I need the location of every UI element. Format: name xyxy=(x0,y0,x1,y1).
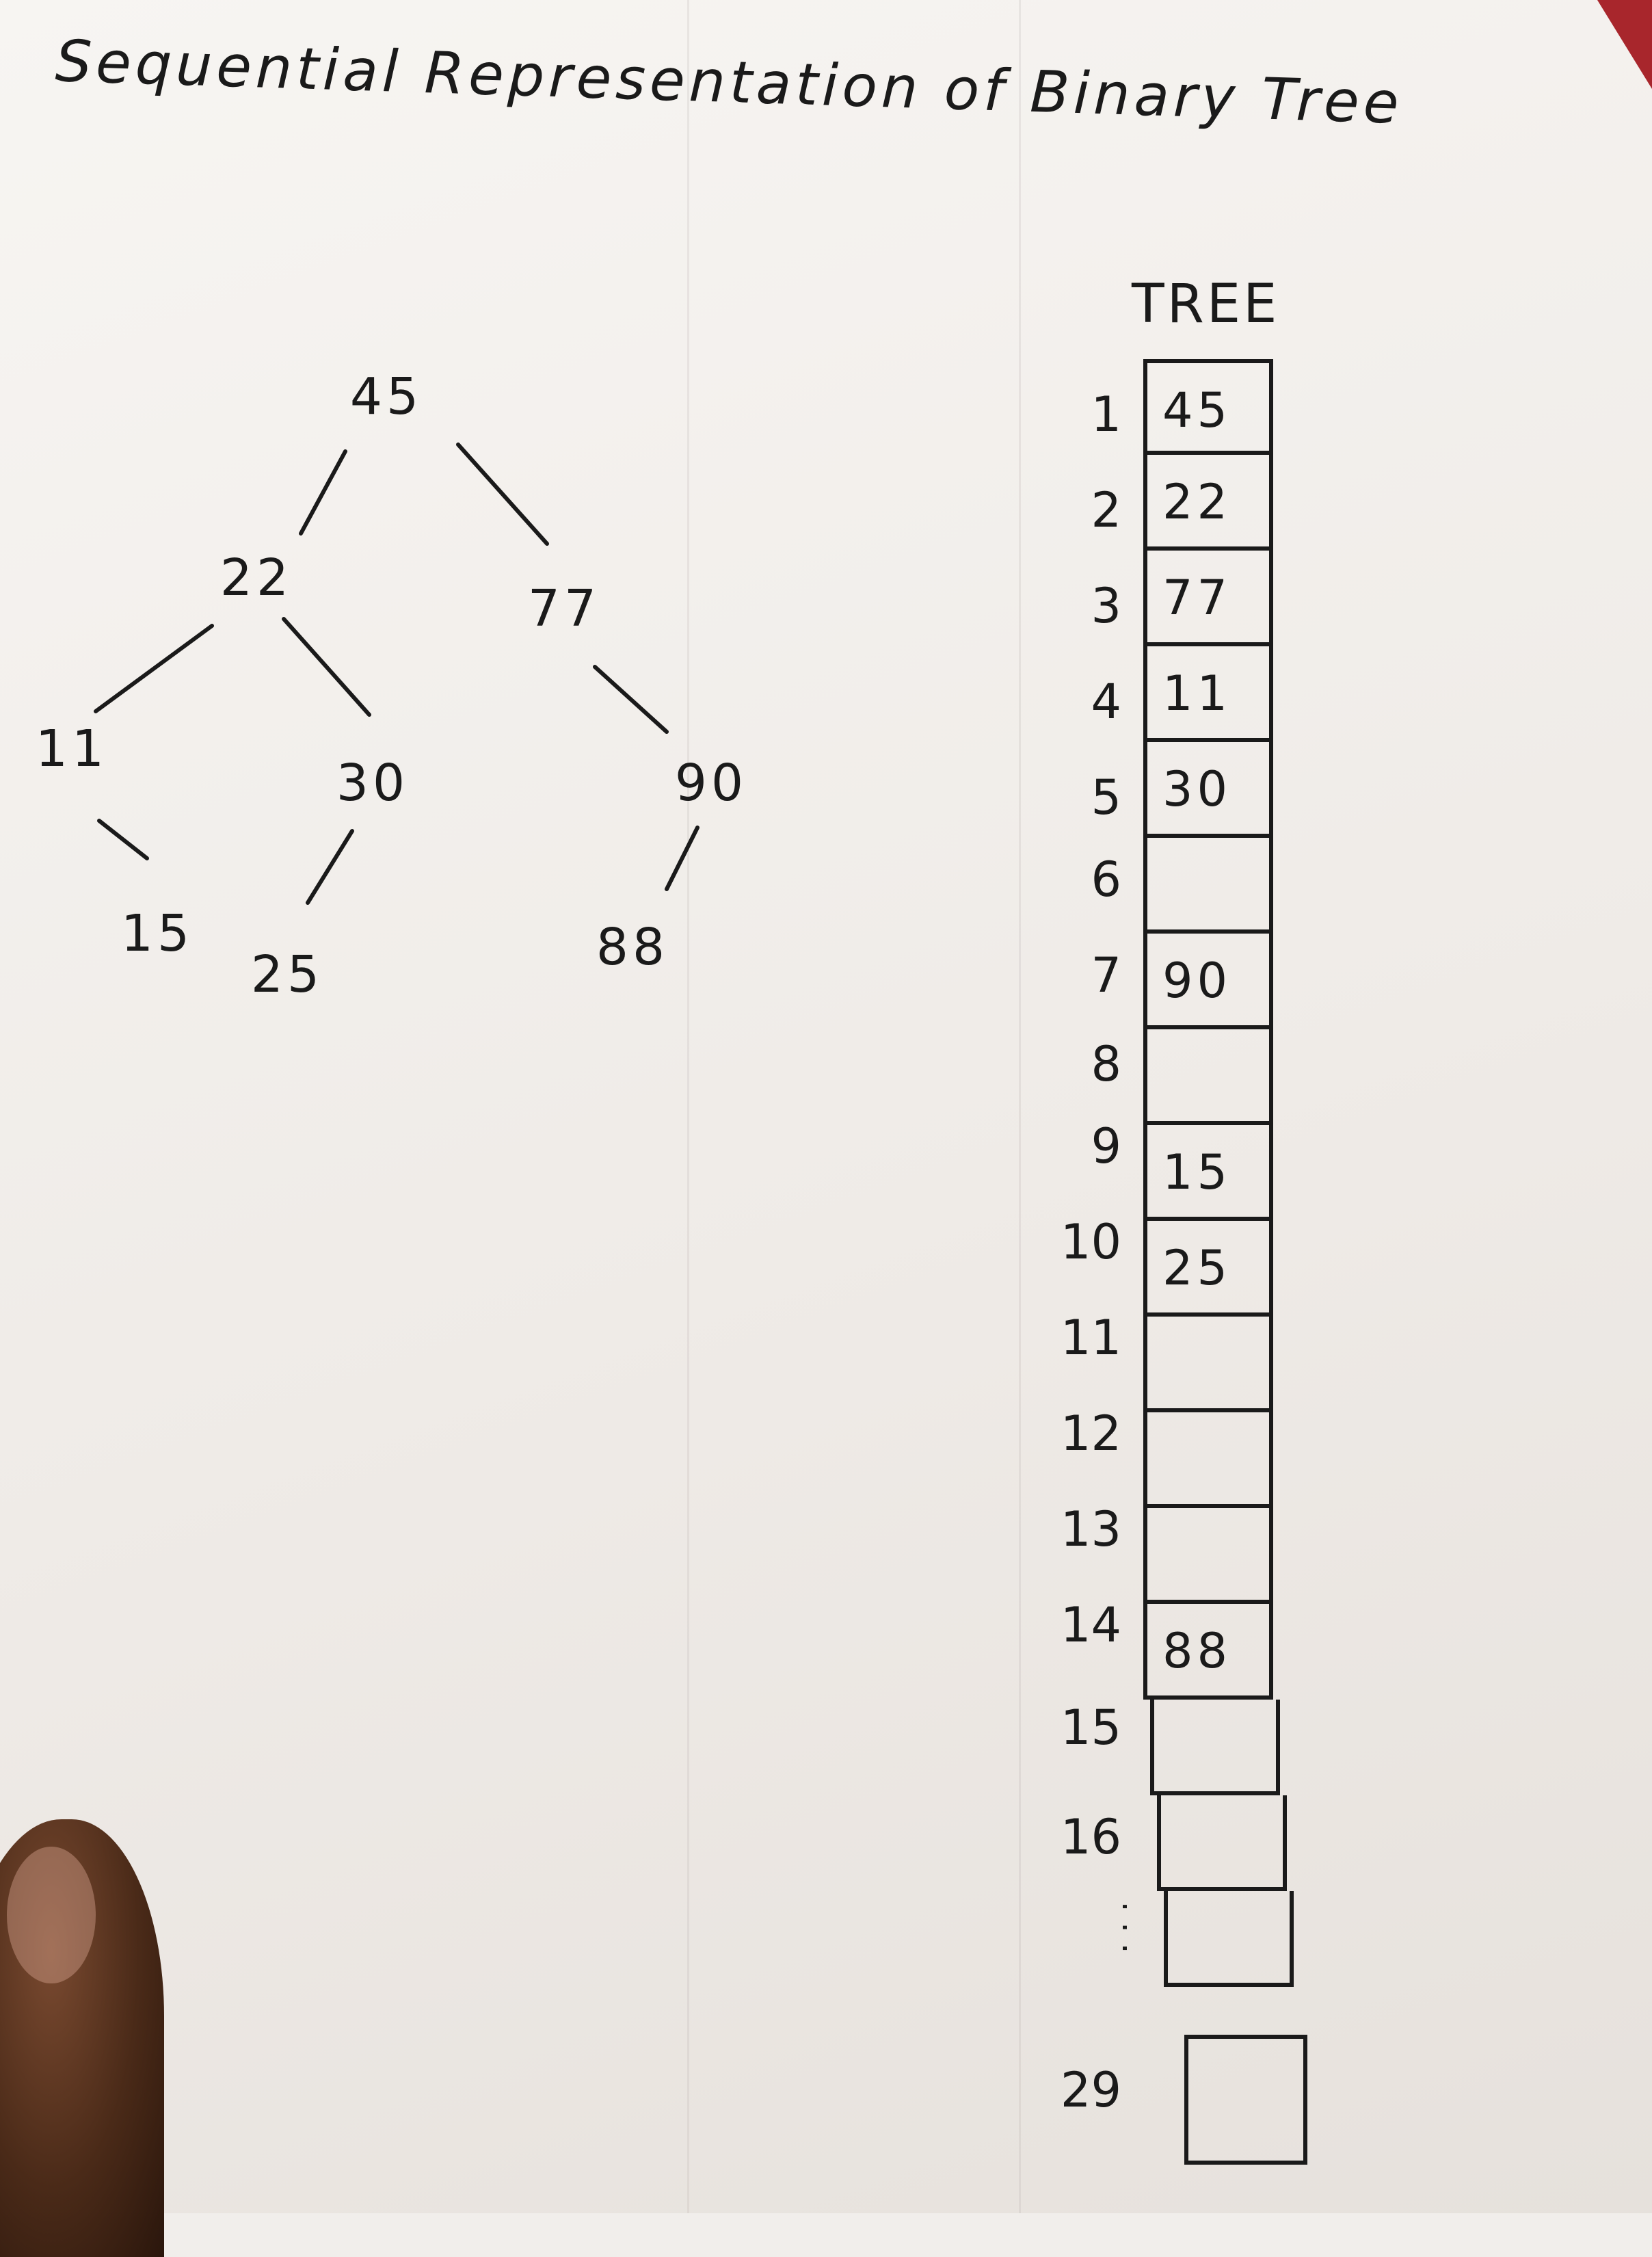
array-index: 9 xyxy=(1091,1118,1121,1174)
array-index: 10 xyxy=(1060,1214,1121,1270)
tree-node: 25 xyxy=(250,945,324,1004)
array-cell: 11 xyxy=(1143,646,1273,742)
array-cell xyxy=(1157,1795,1287,1891)
array-cell xyxy=(1143,1508,1273,1604)
array-index: 3 xyxy=(1091,578,1121,634)
array-index: 8 xyxy=(1091,1036,1121,1092)
array-index: 12 xyxy=(1060,1405,1121,1462)
cell-value: 11 xyxy=(1162,665,1232,722)
ellipsis-dots: · · · xyxy=(1105,1901,1143,1954)
edge-77-90 xyxy=(593,665,669,734)
array-index: 6 xyxy=(1091,852,1121,908)
cell-value: 90 xyxy=(1162,953,1232,1009)
edge-22-30 xyxy=(282,617,371,717)
edge-45-22 xyxy=(299,449,347,536)
array-index: 11 xyxy=(1060,1310,1121,1366)
cell-value: 45 xyxy=(1162,382,1232,438)
array-cell: 30 xyxy=(1143,742,1273,838)
array-index: 7 xyxy=(1091,947,1121,1003)
tree-node: 15 xyxy=(120,904,194,963)
tree-node: 45 xyxy=(349,367,423,426)
cell-value: 77 xyxy=(1162,570,1232,626)
cell-value: 30 xyxy=(1162,761,1232,817)
array-cell xyxy=(1143,1412,1273,1508)
array-index: 5 xyxy=(1091,769,1121,826)
array-index: 2 xyxy=(1091,482,1121,538)
array-cell: 25 xyxy=(1143,1221,1273,1317)
cell-value: 25 xyxy=(1162,1240,1232,1296)
cell-value: 88 xyxy=(1162,1623,1232,1679)
array-cell xyxy=(1143,838,1273,934)
array-cell xyxy=(1164,1891,1294,1987)
array-cell: 77 xyxy=(1143,551,1273,646)
array-label: TREE xyxy=(1132,274,1280,335)
edge-90-88 xyxy=(665,826,700,891)
fingernail-photo xyxy=(7,1847,96,1983)
tree-node: 30 xyxy=(336,754,410,813)
finger-photo xyxy=(0,1819,164,2257)
page-rule-line xyxy=(687,0,689,2213)
tree-node: 88 xyxy=(596,918,669,977)
array-index: 15 xyxy=(1060,1700,1121,1756)
array-cell xyxy=(1143,1029,1273,1125)
array-cell: 88 xyxy=(1143,1604,1273,1700)
array-cell: 90 xyxy=(1143,934,1273,1029)
edge-11-15 xyxy=(97,819,149,860)
tree-node: 11 xyxy=(35,720,109,778)
array-cell: 22 xyxy=(1143,455,1273,551)
page-rule-line xyxy=(1019,0,1021,2213)
tree-node: 90 xyxy=(674,754,748,813)
array-index: 16 xyxy=(1060,1809,1121,1865)
cell-value: 22 xyxy=(1162,474,1232,530)
array-cell xyxy=(1184,2035,1307,2165)
tree-node: 22 xyxy=(219,549,293,607)
array-index: 13 xyxy=(1060,1501,1121,1557)
array-index: 14 xyxy=(1060,1597,1121,1653)
edge-45-77 xyxy=(456,443,549,546)
array-cell: 45 xyxy=(1143,359,1273,455)
edge-30-25 xyxy=(306,829,354,905)
array-cell xyxy=(1150,1700,1280,1795)
array-index: 1 xyxy=(1091,386,1121,443)
cell-value: 15 xyxy=(1162,1144,1232,1200)
array-index: 4 xyxy=(1091,674,1121,730)
array-index: 29 xyxy=(1060,2062,1121,2118)
tree-node: 77 xyxy=(527,579,601,638)
edge-22-11 xyxy=(94,624,214,713)
array-cell: 15 xyxy=(1143,1125,1273,1221)
array-cell xyxy=(1143,1317,1273,1412)
